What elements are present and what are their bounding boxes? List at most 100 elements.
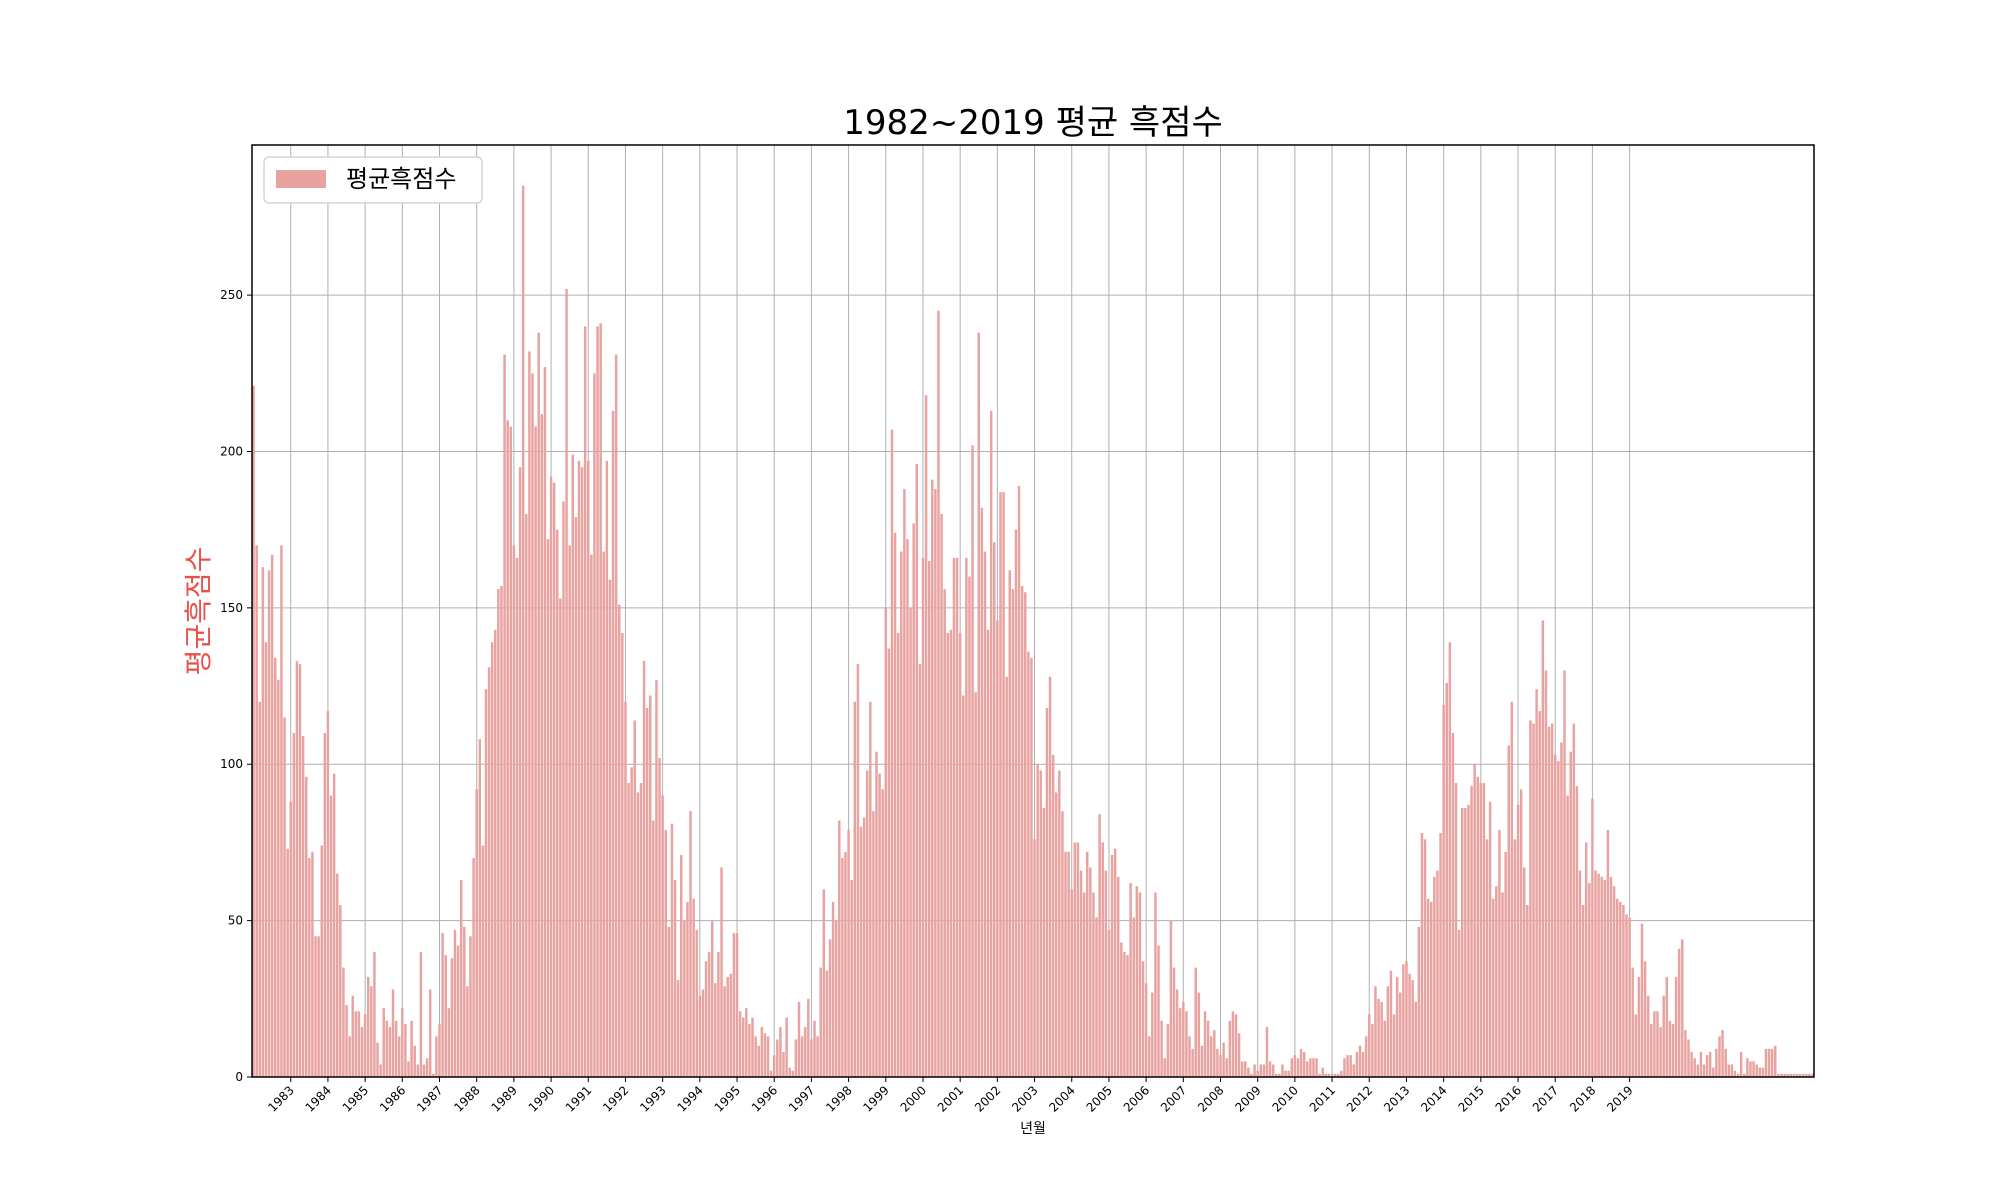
bar — [1017, 485, 1021, 1078]
bar — [850, 879, 853, 1077]
bar — [1151, 992, 1154, 1077]
bar — [1681, 939, 1684, 1077]
bar — [649, 695, 652, 1077]
bar — [438, 1023, 441, 1077]
bar — [345, 1005, 348, 1077]
legend-swatch — [276, 170, 326, 188]
bar — [1746, 1058, 1749, 1077]
bar — [1535, 689, 1538, 1077]
bar — [1194, 967, 1197, 1077]
bar — [624, 701, 627, 1077]
y-tick-label: 50 — [228, 914, 243, 928]
bar — [1389, 970, 1393, 1077]
bar — [1116, 876, 1120, 1077]
bar — [1085, 851, 1089, 1077]
bar — [1253, 1064, 1256, 1077]
bar — [1321, 1067, 1325, 1077]
bar — [1507, 745, 1510, 1077]
bar — [955, 557, 959, 1077]
bar — [1011, 589, 1015, 1077]
bar — [1631, 967, 1634, 1077]
bar — [794, 1039, 798, 1077]
bar — [958, 632, 962, 1077]
bar — [921, 557, 925, 1077]
bar — [1281, 1064, 1284, 1077]
bar — [1104, 870, 1108, 1077]
bar — [872, 811, 875, 1077]
bar — [1783, 1073, 1786, 1077]
bar — [593, 373, 596, 1077]
bar — [1129, 883, 1132, 1077]
bar — [556, 529, 559, 1077]
bar — [1067, 851, 1070, 1077]
bar — [360, 1026, 364, 1077]
bar — [1569, 751, 1572, 1077]
bar — [1005, 676, 1008, 1077]
bar — [410, 1020, 413, 1077]
bar — [1147, 1036, 1151, 1077]
bar — [1451, 732, 1455, 1077]
bar — [763, 1033, 767, 1077]
bar — [1237, 1033, 1241, 1077]
bar — [977, 332, 981, 1077]
bar — [1262, 1064, 1266, 1077]
bar — [825, 970, 829, 1077]
bar — [1203, 1011, 1207, 1077]
bar — [692, 898, 695, 1077]
bar — [1436, 870, 1439, 1077]
bar — [909, 607, 912, 1077]
bar — [965, 557, 968, 1077]
bar — [608, 579, 612, 1077]
bar — [1033, 839, 1036, 1077]
bar — [1553, 754, 1557, 1077]
bar — [1622, 904, 1625, 1077]
bar — [1563, 670, 1566, 1077]
bar — [918, 664, 922, 1077]
bar — [373, 951, 376, 1077]
bar — [370, 986, 373, 1077]
bar — [1498, 829, 1501, 1077]
bar — [366, 976, 370, 1077]
bar — [983, 551, 987, 1077]
bar — [1306, 1061, 1309, 1077]
y-tick-label: 0 — [235, 1070, 243, 1084]
bar — [1324, 1073, 1328, 1077]
bar — [394, 1020, 398, 1077]
bar — [332, 773, 336, 1077]
bar — [757, 1045, 760, 1077]
bar — [686, 901, 689, 1077]
bar — [590, 554, 593, 1077]
bar — [1064, 851, 1067, 1077]
bar — [317, 936, 320, 1077]
bar — [853, 701, 857, 1077]
legend-box — [263, 156, 483, 204]
bar — [1222, 1042, 1225, 1077]
bar — [828, 939, 832, 1077]
bar — [1200, 1045, 1204, 1077]
bar — [490, 642, 494, 1077]
x-axis-label: 년월 — [1020, 1121, 1046, 1137]
bar — [834, 920, 838, 1077]
bar — [1315, 1058, 1318, 1077]
bar — [1584, 842, 1588, 1077]
bar — [1684, 1030, 1687, 1077]
bar — [1402, 964, 1405, 1077]
bar — [1643, 961, 1647, 1077]
bar — [1284, 1070, 1287, 1077]
bar — [587, 460, 590, 1078]
bar — [946, 632, 950, 1077]
bar — [627, 783, 630, 1077]
bar — [1309, 1058, 1312, 1077]
bar — [751, 1017, 754, 1077]
bar — [1070, 889, 1073, 1077]
bar — [735, 933, 739, 1077]
bar — [1361, 1051, 1365, 1077]
bar — [856, 664, 860, 1077]
bar — [968, 576, 971, 1077]
bar — [432, 1073, 435, 1077]
bar — [1665, 976, 1669, 1077]
bar — [698, 995, 702, 1077]
bar — [754, 1036, 757, 1077]
bar — [1268, 1061, 1272, 1077]
bar — [903, 489, 906, 1077]
